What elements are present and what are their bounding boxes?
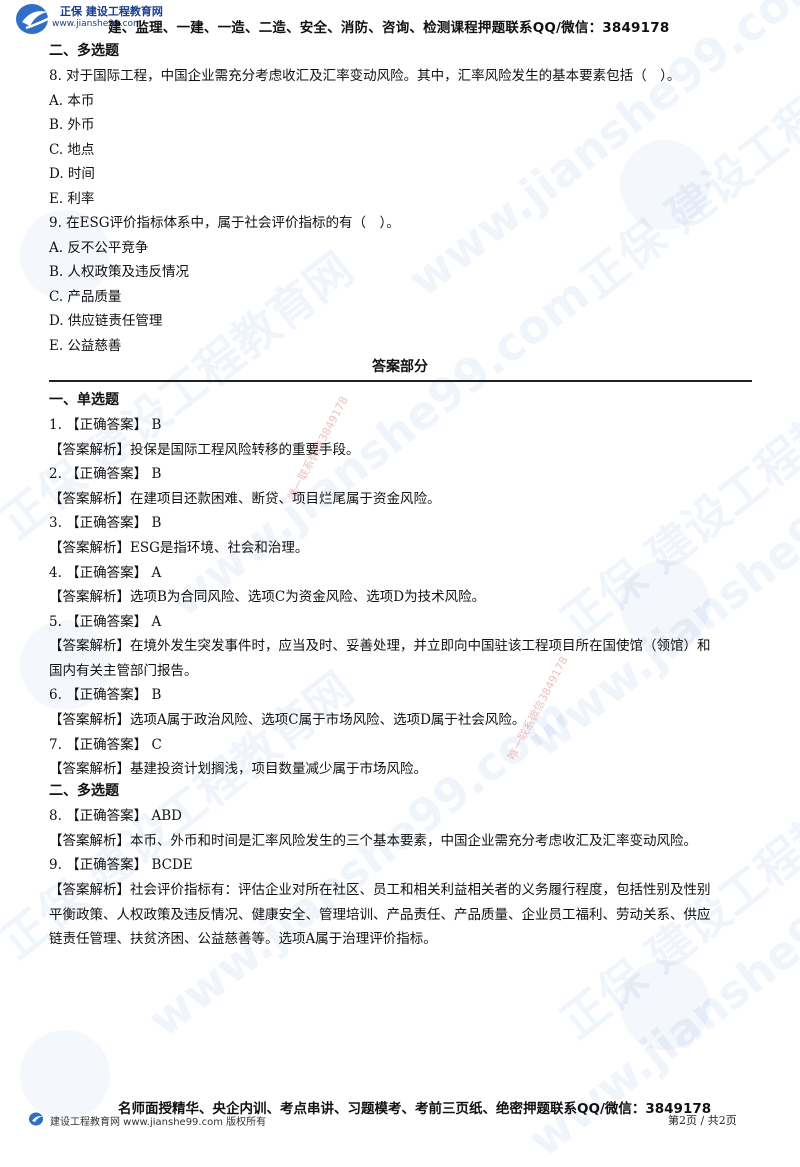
- answer-line: 8. 【正确答案】 ABD: [49, 808, 182, 824]
- brand-name: 正保 建设工程教育网: [60, 5, 163, 18]
- question-9-option: E. 公益慈善: [49, 338, 122, 354]
- page-number: 第2页 / 共2页: [668, 1114, 737, 1127]
- analysis-line: 链责任管理、扶贫济困、公益慈善等。选项A属于治理评价指标。: [49, 931, 437, 947]
- analysis-line: 【答案解析】在建项目还款困难、断贷、项目烂尾属于资金风险。: [49, 491, 441, 507]
- watermark-logo-circle: [20, 1030, 110, 1120]
- answer-line: 5. 【正确答案】 A: [49, 614, 162, 630]
- analysis-line: 【答案解析】ESG是指环境、社会和治理。: [49, 540, 309, 556]
- watermark-logo-circle: [620, 140, 710, 230]
- question-9-option: B. 人权政策及违反情况: [49, 264, 190, 280]
- question-9-option: A. 反不公平竞争: [49, 240, 149, 256]
- section-title-single-choice: 一、单选题: [49, 392, 119, 408]
- answer-line: 6. 【正确答案】 B: [49, 687, 162, 703]
- brand-logo-icon: [16, 4, 55, 34]
- header-tagline: 建、监理、一建、一造、二造、安全、消防、咨询、检测课程押题联系QQ/微信：384…: [108, 20, 670, 36]
- watermark-logo-circle: [20, 210, 110, 300]
- question-9-option: C. 产品质量: [49, 289, 122, 305]
- question-8-option: C. 地点: [49, 142, 95, 158]
- footer-promo: 名师面授精华、央企内训、考点串讲、习题模考、考前三页纸、绝密押题联系QQ/微信：…: [118, 1101, 712, 1117]
- analysis-line: 【答案解析】选项A属于政治风险、选项C属于市场风险、选项D属于社会风险。: [49, 712, 526, 728]
- answer-line: 2. 【正确答案】 B: [49, 466, 162, 482]
- answer-line: 4. 【正确答案】 A: [49, 565, 162, 581]
- question-8-option: B. 外币: [49, 117, 95, 133]
- section-title-multi-choice: 二、多选题: [49, 43, 119, 59]
- answer-line: 9. 【正确答案】 BCDE: [49, 857, 193, 873]
- section-title-multi-choice-answers: 二、多选题: [49, 783, 119, 799]
- analysis-line: 【答案解析】基建投资计划搁浅，项目数量减少属于市场风险。: [49, 761, 427, 777]
- footer-logo-icon: [29, 1112, 43, 1126]
- watermark-url: www.jianshe99.com: [398, 0, 800, 308]
- analysis-line: 【答案解析】社会评价指标有：评估企业对所在社区、员工和相关利益相关者的义务履行程…: [49, 882, 711, 898]
- analysis-line: 【答案解析】选项B为合同风险、选项C为资金风险、选项D为技术风险。: [49, 589, 486, 605]
- answer-line: 3. 【正确答案】 B: [49, 515, 162, 531]
- question-9-stem: 9. 在ESG评价指标体系中，属于社会评价指标的有（ ）。: [49, 215, 400, 231]
- watermark-logo-circle: [620, 560, 710, 650]
- brand-url: www.jianshe99.com: [52, 19, 142, 29]
- question-9-option: D. 供应链责任管理: [49, 313, 163, 329]
- answers-title: 答案部分: [372, 359, 428, 375]
- watermark-logo-circle: [20, 620, 110, 710]
- watermark-logo-circle: [620, 960, 710, 1050]
- analysis-line: 【答案解析】投保是国际工程风险转移的重要手段。: [49, 442, 360, 458]
- analysis-line: 平衡政策、人权政策及违反情况、健康安全、管理培训、产品责任、产品质量、企业员工福…: [49, 907, 711, 923]
- answer-line: 7. 【正确答案】 C: [49, 737, 162, 753]
- title-divider: [49, 380, 752, 382]
- answer-line: 1. 【正确答案】 B: [49, 417, 162, 433]
- question-8-option: E. 利率: [49, 191, 95, 207]
- question-8-option: A. 本币: [49, 93, 95, 109]
- analysis-line: 【答案解析】在境外发生突发事件时，应当及时、妥善处理，并立即向中国驻该工程项目所…: [49, 638, 711, 654]
- question-8-stem: 8. 对于国际工程，中国企业需充分考虑收汇及汇率变动风险。其中，汇率风险发生的基…: [49, 68, 681, 84]
- analysis-line: 【答案解析】本币、外币和时间是汇率风险发生的三个基本要素，中国企业需充分考虑收汇…: [49, 833, 697, 849]
- question-8-option: D. 时间: [49, 166, 95, 182]
- footer-brand: 建设工程教育网 www.jianshe99.com 版权所有: [50, 1117, 267, 1128]
- analysis-line: 国内有关主管部门报告。: [49, 663, 198, 679]
